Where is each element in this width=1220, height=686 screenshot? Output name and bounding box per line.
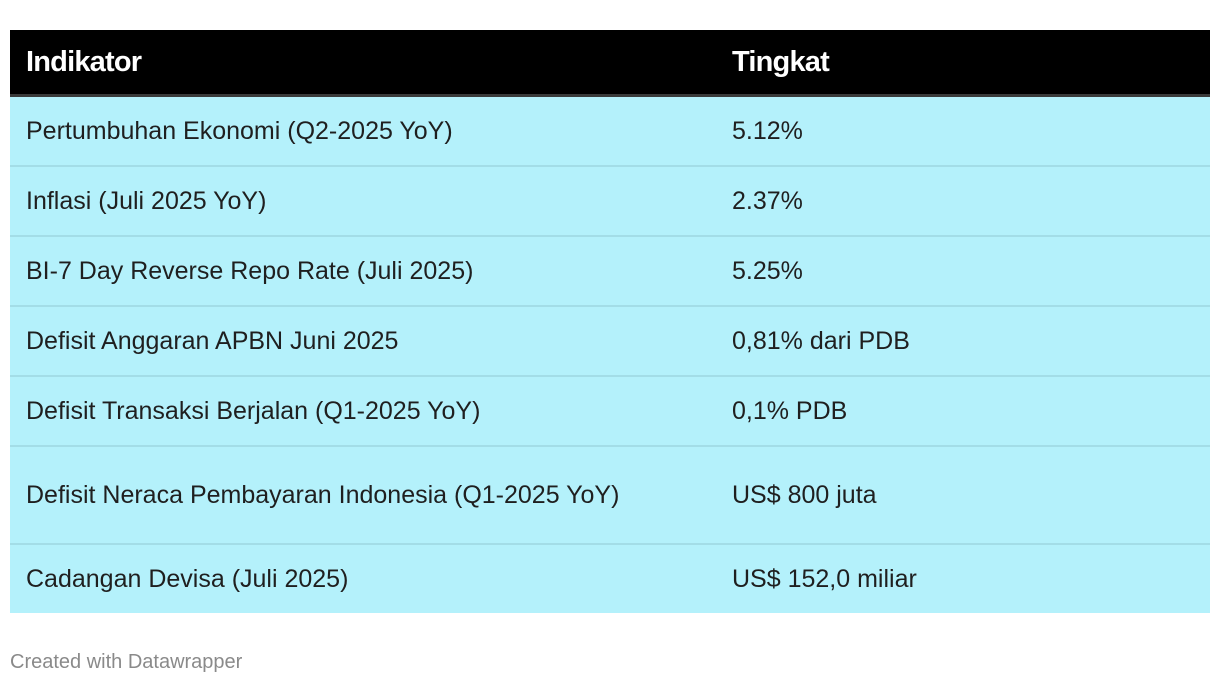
table-row: Cadangan Devisa (Juli 2025) US$ 152,0 mi… (10, 543, 1210, 613)
rate-cell: 0,81% dari PDB (716, 305, 1210, 376)
indicator-cell: Defisit Transaksi Berjalan (Q1-2025 YoY) (10, 375, 716, 446)
table-row: Inflasi (Juli 2025 YoY) 2.37% (10, 165, 1210, 236)
indicator-cell: Inflasi (Juli 2025 YoY) (10, 165, 716, 236)
column-header-rate[interactable]: Tingkat (716, 30, 1210, 97)
table-row: Defisit Transaksi Berjalan (Q1-2025 YoY)… (10, 375, 1210, 446)
rate-cell: 5.25% (716, 235, 1210, 306)
rate-cell: 5.12% (716, 95, 1210, 166)
indicator-table: Indikator Tingkat Pertumbuhan Ekonomi (Q… (10, 30, 1210, 613)
table-row: BI-7 Day Reverse Repo Rate (Juli 2025) 5… (10, 235, 1210, 306)
indicator-cell: Defisit Anggaran APBN Juni 2025 (10, 305, 716, 376)
indicator-cell: Cadangan Devisa (Juli 2025) (10, 543, 716, 613)
data-table-container: Indikator Tingkat Pertumbuhan Ekonomi (Q… (10, 30, 1210, 613)
table-body: Pertumbuhan Ekonomi (Q2-2025 YoY) 5.12% … (10, 95, 1210, 613)
indicator-cell: BI-7 Day Reverse Repo Rate (Juli 2025) (10, 235, 716, 306)
table-row: Defisit Neraca Pembayaran Indonesia (Q1-… (10, 445, 1210, 544)
table-row: Pertumbuhan Ekonomi (Q2-2025 YoY) 5.12% (10, 95, 1210, 166)
indicator-cell: Pertumbuhan Ekonomi (Q2-2025 YoY) (10, 95, 716, 166)
header-row: Indikator Tingkat (10, 30, 1210, 97)
rate-cell: 2.37% (716, 165, 1210, 236)
indicator-cell: Defisit Neraca Pembayaran Indonesia (Q1-… (10, 445, 716, 544)
rate-cell: 0,1% PDB (716, 375, 1210, 446)
rate-cell: US$ 800 juta (716, 445, 1210, 544)
table-header: Indikator Tingkat (10, 30, 1210, 97)
column-header-indicator[interactable]: Indikator (10, 30, 716, 97)
rate-cell: US$ 152,0 miliar (716, 543, 1210, 613)
datawrapper-credit-link[interactable]: Created with Datawrapper (10, 651, 243, 673)
table-row: Defisit Anggaran APBN Juni 2025 0,81% da… (10, 305, 1210, 376)
